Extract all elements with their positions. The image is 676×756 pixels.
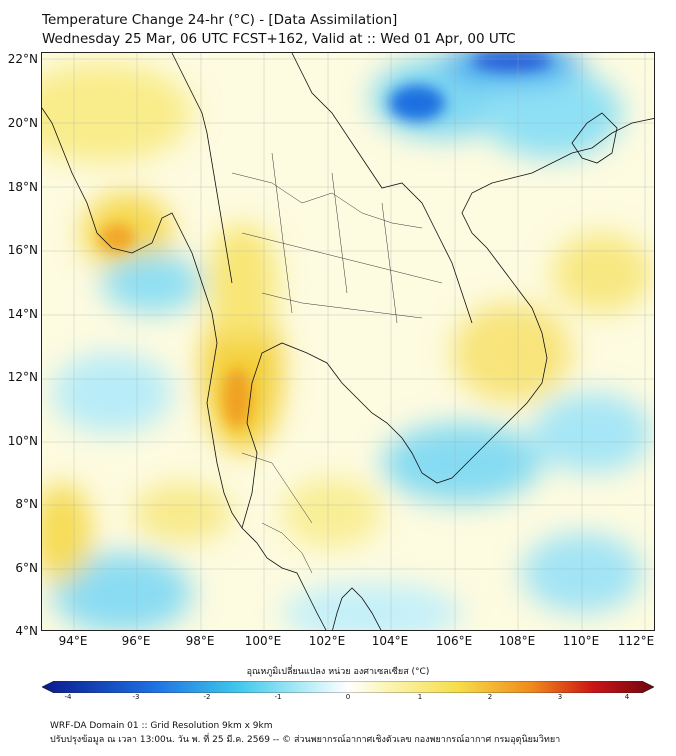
colorbar-tick-neg2: -2 [203, 693, 211, 701]
colorbar-tick-0: 0 [345, 693, 351, 701]
colorbar-tick-neg3: -3 [132, 693, 140, 701]
lon-label-112: 112°E [617, 634, 655, 648]
coastlines [42, 53, 654, 630]
lon-label-108: 108°E [498, 634, 536, 648]
colorbar-tick-2: 2 [487, 693, 493, 701]
lon-label-98: 98°E [185, 634, 215, 648]
lon-label-110: 110°E [562, 634, 600, 648]
graticule [42, 53, 654, 630]
lon-label-96: 96°E [121, 634, 151, 648]
lat-label-22: 22°N [7, 52, 38, 66]
map-canvas [42, 53, 654, 630]
lat-label-6: 6°N [15, 561, 38, 575]
colorbar-tick-neg4: -4 [64, 693, 72, 701]
temperature-map[interactable] [41, 52, 655, 631]
temperature-field [42, 53, 652, 630]
map-title: Temperature Change 24-hr (°C) - [Data As… [42, 12, 398, 28]
colorbar-tick-3: 3 [557, 693, 563, 701]
colorbar-title: อุณหภูมิเปลี่ยนแปลง หน่วย องศาเซลเซียส (… [246, 667, 430, 677]
footer-update-info: ปรับปรุงข้อมูล ณ เวลา 13:00น. วัน พ. ที่… [50, 735, 561, 745]
colorbar-tick-neg1: -1 [274, 693, 282, 701]
lat-label-14: 14°N [7, 307, 38, 321]
footer-model-info: WRF-DA Domain 01 :: Grid Resolution 9km … [50, 721, 273, 731]
lat-label-16: 16°N [7, 243, 38, 257]
lon-label-106: 106°E [435, 634, 473, 648]
lon-label-100: 100°E [244, 634, 282, 648]
lat-label-20: 20°N [7, 116, 38, 130]
lat-label-18: 18°N [7, 180, 38, 194]
colorbar-gradient [42, 681, 654, 693]
colorbar [42, 681, 654, 693]
lon-label-104: 104°E [371, 634, 409, 648]
map-subtitle: Wednesday 25 Mar, 06 UTC FCST+162, Valid… [42, 31, 516, 47]
lat-label-12: 12°N [7, 370, 38, 384]
lat-label-8: 8°N [15, 497, 38, 511]
province-boundaries [231, 152, 443, 574]
lat-label-4: 4°N [15, 624, 38, 638]
lon-label-102: 102°E [308, 634, 346, 648]
lon-label-94: 94°E [58, 634, 88, 648]
colorbar-tick-4: 4 [624, 693, 630, 701]
colorbar-tick-1: 1 [417, 693, 423, 701]
temperature-field-cores [99, 53, 552, 428]
lat-label-10: 10°N [7, 434, 38, 448]
